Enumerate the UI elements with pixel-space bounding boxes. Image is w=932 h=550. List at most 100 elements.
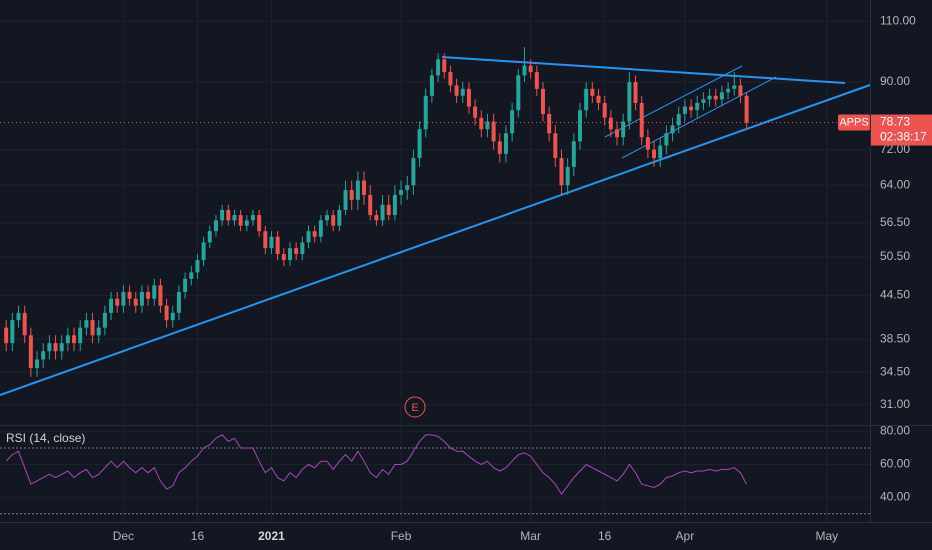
candle-body <box>183 278 188 292</box>
candle-body <box>232 215 237 221</box>
countdown-label: 02:38:17 <box>880 130 927 144</box>
candle-body <box>491 121 496 142</box>
candle-body <box>411 158 416 186</box>
candle-body <box>349 190 354 200</box>
x-tick-label: Apr <box>676 529 695 543</box>
y-tick-label: 34.50 <box>880 365 910 379</box>
candle-body <box>374 215 379 221</box>
x-tick-label: May <box>815 529 838 543</box>
candle-body <box>392 194 397 216</box>
candle-body <box>10 320 15 344</box>
trend-line <box>441 56 846 84</box>
candle-body <box>497 141 502 154</box>
candle-body <box>516 75 521 111</box>
candle-body <box>164 305 169 321</box>
candle-body <box>47 343 52 352</box>
candle-body <box>534 72 539 89</box>
candle-body <box>102 312 107 328</box>
candle-body <box>682 106 687 114</box>
candle-body <box>479 117 484 130</box>
y-tick-label: 40.00 <box>880 490 910 504</box>
channel-line <box>604 65 743 138</box>
candle-body <box>738 85 743 96</box>
candle-body <box>448 72 453 86</box>
candle-body <box>652 149 657 159</box>
candle-body <box>312 231 317 237</box>
candle-body <box>65 335 70 344</box>
candle-body <box>540 88 545 114</box>
candle-body <box>325 215 330 221</box>
candle-body <box>602 102 607 118</box>
candle-body <box>115 298 120 306</box>
candle-body <box>275 236 280 255</box>
candle-body <box>318 220 323 237</box>
symbol-tag <box>838 114 870 131</box>
y-tick-label: 50.50 <box>880 249 910 263</box>
plot <box>0 47 870 495</box>
candle-body <box>713 95 718 100</box>
rsi-title: RSI (14, close) <box>6 431 85 445</box>
earnings-label: E <box>411 402 418 414</box>
candle-body <box>405 185 410 191</box>
candle-body <box>331 215 336 226</box>
trend-line <box>0 84 871 396</box>
candle-body <box>35 359 40 369</box>
candle-body <box>176 291 181 313</box>
x-tick-label: 16 <box>191 529 205 543</box>
candle-body <box>429 75 434 96</box>
candle-body <box>707 95 712 100</box>
candle-body <box>547 113 552 134</box>
candle-body <box>454 85 459 96</box>
candle-body <box>596 95 601 103</box>
y-tick-label: 64.00 <box>880 177 910 191</box>
candle-body <box>127 291 132 299</box>
candle-body <box>28 335 33 369</box>
x-tick-label: Feb <box>391 529 412 543</box>
candle-body <box>608 117 613 130</box>
candle-body <box>633 82 638 103</box>
earnings-marker[interactable] <box>404 396 426 418</box>
candle-body <box>503 133 508 154</box>
candle-body <box>473 106 478 118</box>
candle-body <box>460 88 465 96</box>
candle-body <box>658 145 663 159</box>
symbol-label: APPS <box>839 116 868 128</box>
candle-body <box>386 204 391 216</box>
candle-body <box>621 121 626 138</box>
candle-body <box>565 166 570 186</box>
candle-body <box>732 85 737 89</box>
candle-body <box>368 194 373 216</box>
y-tick-label: 80.00 <box>880 424 910 438</box>
candle-body <box>53 343 58 352</box>
candle-body <box>207 231 212 243</box>
candle-body <box>442 59 447 73</box>
candle-body <box>109 298 114 313</box>
candle-body <box>84 320 89 328</box>
candle-body <box>170 312 175 321</box>
candle-body <box>41 351 46 360</box>
candle-body <box>417 129 422 159</box>
candle-body <box>189 272 194 279</box>
candle-body <box>220 209 225 221</box>
x-tick-label: Dec <box>113 529 134 543</box>
candle-body <box>22 312 27 336</box>
candle-body <box>343 190 348 210</box>
candle-body <box>423 95 428 130</box>
candle-body <box>553 133 558 159</box>
candle-body <box>133 298 138 306</box>
candle-body <box>152 285 157 299</box>
candle-body <box>195 260 200 273</box>
x-tick-label: 2021 <box>258 529 285 543</box>
x-tick-label: Mar <box>520 529 541 543</box>
candle-body <box>146 291 151 299</box>
candle-body <box>269 236 274 249</box>
candle-body <box>250 215 255 221</box>
candle-body <box>244 220 249 226</box>
candle-body <box>744 95 749 123</box>
candle-body <box>281 254 286 261</box>
price-tag <box>871 114 932 146</box>
rsi-line <box>5 434 748 495</box>
candle-body <box>559 158 564 186</box>
